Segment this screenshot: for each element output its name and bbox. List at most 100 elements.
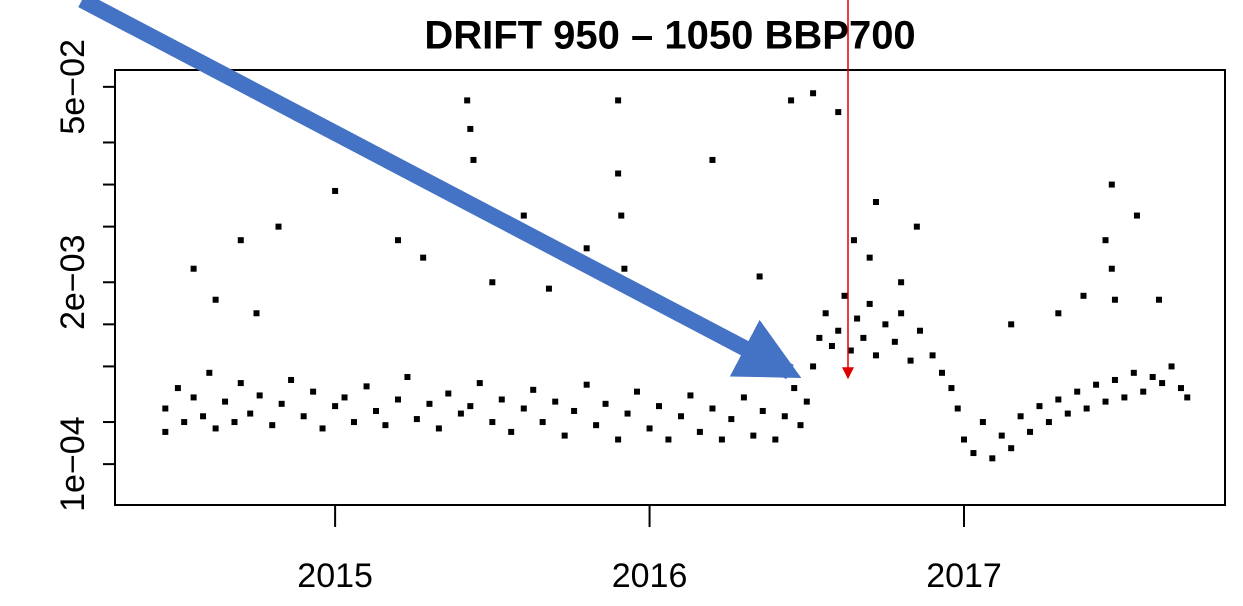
- data-point: [1027, 428, 1034, 435]
- x-tick-label: 2017: [926, 557, 1002, 595]
- data-point: [687, 392, 694, 399]
- data-point: [269, 422, 276, 429]
- data-point: [571, 407, 578, 414]
- data-point: [835, 109, 842, 116]
- data-point: [583, 381, 590, 388]
- data-point: [860, 334, 867, 341]
- data-point: [300, 413, 307, 420]
- y-tick-label: 1e−04: [54, 416, 92, 512]
- data-point: [898, 310, 905, 317]
- plot-area: [162, 90, 1191, 462]
- data-point: [866, 300, 873, 307]
- data-point: [467, 125, 474, 132]
- data-point: [1045, 419, 1052, 426]
- data-point: [200, 413, 207, 420]
- data-point: [847, 347, 854, 354]
- data-point: [256, 392, 263, 399]
- data-point: [520, 405, 527, 412]
- data-point: [288, 376, 295, 383]
- data-point: [618, 212, 625, 219]
- chart-title: DRIFT 950 – 1050 BBP700: [424, 14, 915, 58]
- blue-arrow: [78, 0, 802, 380]
- y-tick-label: 5e−02: [54, 39, 92, 135]
- data-point: [1121, 394, 1128, 401]
- data-point: [797, 422, 804, 429]
- data-point: [655, 403, 662, 410]
- data-point: [1140, 388, 1147, 395]
- data-point: [728, 416, 735, 423]
- data-point: [709, 405, 716, 412]
- data-point: [1184, 394, 1191, 401]
- data-point: [740, 394, 747, 401]
- data-point: [791, 385, 798, 392]
- data-point: [275, 223, 282, 230]
- data-point: [866, 254, 873, 261]
- data-point: [954, 405, 961, 412]
- data-point: [426, 400, 433, 407]
- data-point: [190, 394, 197, 401]
- data-point: [467, 403, 474, 410]
- data-point: [174, 385, 181, 392]
- data-point: [545, 285, 552, 292]
- data-point: [872, 352, 879, 359]
- data-point: [709, 156, 716, 163]
- data-point: [1102, 237, 1109, 244]
- data-point: [1008, 321, 1015, 328]
- data-point: [1149, 374, 1156, 381]
- data-point: [395, 396, 402, 403]
- data-point: [1093, 381, 1100, 388]
- data-point: [162, 428, 169, 435]
- data-point: [1155, 296, 1162, 303]
- data-point: [508, 428, 515, 435]
- y-tick-label: 2e−03: [54, 235, 92, 331]
- data-point: [979, 419, 986, 426]
- data-point: [190, 265, 197, 272]
- data-point: [696, 428, 703, 435]
- data-point: [382, 422, 389, 429]
- data-point: [665, 436, 672, 443]
- data-point: [788, 97, 795, 104]
- data-point: [464, 97, 471, 104]
- data-point: [633, 388, 640, 395]
- data-point: [1064, 410, 1071, 417]
- data-point: [237, 237, 244, 244]
- data-point: [1168, 363, 1175, 370]
- data-point: [1108, 265, 1115, 272]
- data-point: [678, 413, 685, 420]
- data-point: [615, 97, 622, 104]
- data-point: [539, 419, 546, 426]
- data-point: [1080, 292, 1087, 299]
- data-point: [561, 432, 568, 439]
- data-point: [750, 432, 757, 439]
- data-point: [237, 380, 244, 387]
- data-point: [803, 398, 810, 405]
- data-point: [231, 419, 238, 426]
- data-point: [1111, 376, 1118, 383]
- data-point: [841, 292, 848, 299]
- data-point: [938, 369, 945, 376]
- data-point: [319, 425, 326, 432]
- data-point: [212, 296, 219, 303]
- data-point: [489, 279, 496, 286]
- data-point: [489, 419, 496, 426]
- data-point: [615, 436, 622, 443]
- data-point: [1074, 388, 1081, 395]
- data-point: [970, 450, 977, 457]
- data-point: [476, 380, 483, 387]
- data-point: [583, 245, 590, 252]
- data-point: [759, 407, 766, 414]
- data-point: [1102, 398, 1109, 405]
- data-point: [850, 237, 857, 244]
- data-point: [854, 315, 861, 322]
- data-point: [816, 334, 823, 341]
- data-point: [420, 254, 427, 261]
- data-point: [891, 338, 898, 345]
- data-point: [828, 342, 835, 349]
- data-point: [1108, 181, 1115, 188]
- data-point: [332, 187, 339, 194]
- data-point: [882, 321, 889, 328]
- data-point: [624, 410, 631, 417]
- data-point: [520, 212, 527, 219]
- data-point: [1055, 396, 1062, 403]
